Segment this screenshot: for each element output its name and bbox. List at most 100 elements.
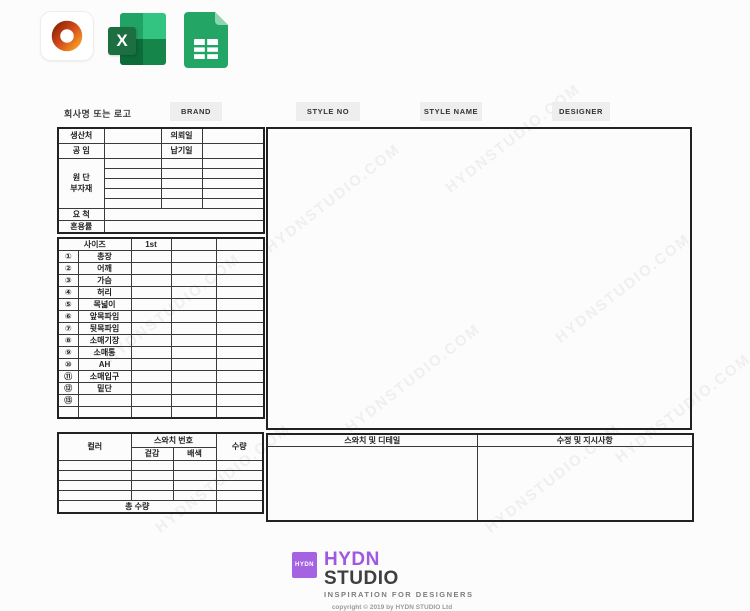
size-value-cell[interactable]: [170, 358, 217, 371]
size-value-cell[interactable]: [215, 298, 265, 311]
size-value-cell[interactable]: [170, 334, 217, 347]
size-value-cell[interactable]: [170, 346, 217, 359]
contrast-value-cell[interactable]: [172, 459, 217, 471]
fabric-value-cell[interactable]: [103, 177, 162, 189]
color-value-cell[interactable]: [57, 459, 132, 471]
hydn-logo-text: HYDN: [294, 562, 314, 568]
blend-value-cell[interactable]: [103, 219, 265, 233]
color-value-cell[interactable]: [57, 479, 132, 491]
size-value-cell[interactable]: [215, 393, 265, 407]
size-value-cell[interactable]: [130, 262, 172, 275]
blend-label: 혼용률: [57, 219, 105, 233]
shell-value-cell[interactable]: [130, 489, 174, 501]
qty-value-cell[interactable]: [215, 479, 264, 491]
size-value-cell[interactable]: [130, 358, 172, 371]
fabric-value-cell[interactable]: [103, 167, 162, 179]
yardage-value-cell[interactable]: [103, 207, 265, 221]
size-value-cell[interactable]: [215, 369, 265, 383]
measure-name: 총장: [77, 250, 132, 263]
size-value-cell[interactable]: [215, 346, 265, 359]
yardage-label: 요 척: [57, 207, 105, 221]
contrast-value-cell[interactable]: [172, 469, 217, 481]
fabric-value-cell[interactable]: [160, 157, 203, 169]
shell-value-cell[interactable]: [130, 479, 174, 491]
design-sketch-area[interactable]: [266, 127, 692, 430]
company-logo-label: 회사명 또는 로고: [64, 109, 132, 119]
size-value-cell[interactable]: [215, 381, 265, 395]
size-value-cell[interactable]: [130, 286, 172, 299]
size-value-cell[interactable]: [130, 250, 172, 263]
swatch-detail-label: 스와치 및 디테일: [266, 433, 478, 447]
measure-name: 소매기장: [77, 334, 132, 347]
measure-name: 가슴: [77, 274, 132, 287]
size-value-cell[interactable]: [130, 334, 172, 347]
fabric-value-cell[interactable]: [160, 197, 203, 209]
color-value-cell[interactable]: [57, 469, 132, 481]
size-value-cell[interactable]: [215, 322, 265, 335]
labor-value-cell[interactable]: [103, 142, 162, 159]
revisions-area[interactable]: [476, 446, 694, 521]
size-value-cell[interactable]: [130, 381, 172, 395]
google-sheets-icon: [184, 12, 228, 68]
size-value-cell[interactable]: [215, 274, 265, 287]
size-col-cell[interactable]: [170, 237, 217, 251]
size-value-cell[interactable]: [170, 262, 217, 275]
size-value-cell[interactable]: [170, 405, 217, 419]
size-value-cell[interactable]: [170, 286, 217, 299]
size-value-cell[interactable]: [130, 369, 172, 383]
contrast-value-cell[interactable]: [172, 489, 217, 501]
fabric-value-cell[interactable]: [201, 187, 265, 199]
size-value-cell[interactable]: [170, 310, 217, 323]
shell-value-cell[interactable]: [130, 459, 174, 471]
contrast-value-cell[interactable]: [172, 479, 217, 491]
size-value-cell[interactable]: [215, 262, 265, 275]
size-col-cell[interactable]: [215, 237, 265, 251]
size-value-cell[interactable]: [215, 310, 265, 323]
shell-value-cell[interactable]: [130, 469, 174, 481]
size-value-cell[interactable]: [170, 274, 217, 287]
size-value-cell[interactable]: [170, 381, 217, 395]
request-date-label: 의뢰일: [160, 127, 203, 144]
qty-value-cell[interactable]: [215, 489, 264, 501]
fabric-value-cell[interactable]: [201, 157, 265, 169]
size-value-cell[interactable]: [130, 274, 172, 287]
fabric-value-cell[interactable]: [160, 177, 203, 189]
fabric-value-cell[interactable]: [103, 187, 162, 199]
size-value-cell[interactable]: [170, 322, 217, 335]
size-value-cell[interactable]: [170, 250, 217, 263]
size-value-cell[interactable]: [130, 298, 172, 311]
fabric-value-cell[interactable]: [103, 157, 162, 169]
size-value-cell[interactable]: [215, 250, 265, 263]
request-date-value-cell[interactable]: [201, 127, 265, 144]
due-date-value-cell[interactable]: [201, 142, 265, 159]
size-value-cell[interactable]: [130, 310, 172, 323]
size-value-cell[interactable]: [130, 393, 172, 407]
size-value-cell[interactable]: [170, 369, 217, 383]
size-value-cell[interactable]: [215, 405, 265, 419]
size-value-cell[interactable]: [215, 358, 265, 371]
hydn-logo: HYDN: [292, 552, 317, 578]
size-value-cell[interactable]: [170, 298, 217, 311]
producer-value-cell[interactable]: [103, 127, 162, 144]
copyright-line: copyright © 2019 by HYDN STUDIO Ltd: [331, 604, 453, 611]
fabric-value-cell[interactable]: [201, 197, 265, 209]
row-number: ⑫: [57, 381, 79, 395]
swatch-detail-area[interactable]: [266, 446, 478, 521]
size-value-cell[interactable]: [130, 322, 172, 335]
total-qty-value-cell[interactable]: [215, 499, 264, 513]
size-value-cell[interactable]: [130, 346, 172, 359]
brand-wordmark: HYDN STUDIO: [324, 549, 399, 589]
fabric-value-cell[interactable]: [160, 167, 203, 179]
color-value-cell[interactable]: [57, 489, 132, 501]
size-value-cell[interactable]: [170, 393, 217, 407]
size-value-cell[interactable]: [130, 405, 172, 419]
qty-value-cell[interactable]: [215, 459, 264, 471]
size-value-cell[interactable]: [215, 286, 265, 299]
fabric-value-cell[interactable]: [201, 177, 265, 189]
fabric-value-cell[interactable]: [160, 187, 203, 199]
fabric-value-cell[interactable]: [201, 167, 265, 179]
measure-name: AH: [77, 358, 132, 371]
qty-value-cell[interactable]: [215, 469, 264, 481]
fabric-value-cell[interactable]: [103, 197, 162, 209]
size-value-cell[interactable]: [215, 334, 265, 347]
